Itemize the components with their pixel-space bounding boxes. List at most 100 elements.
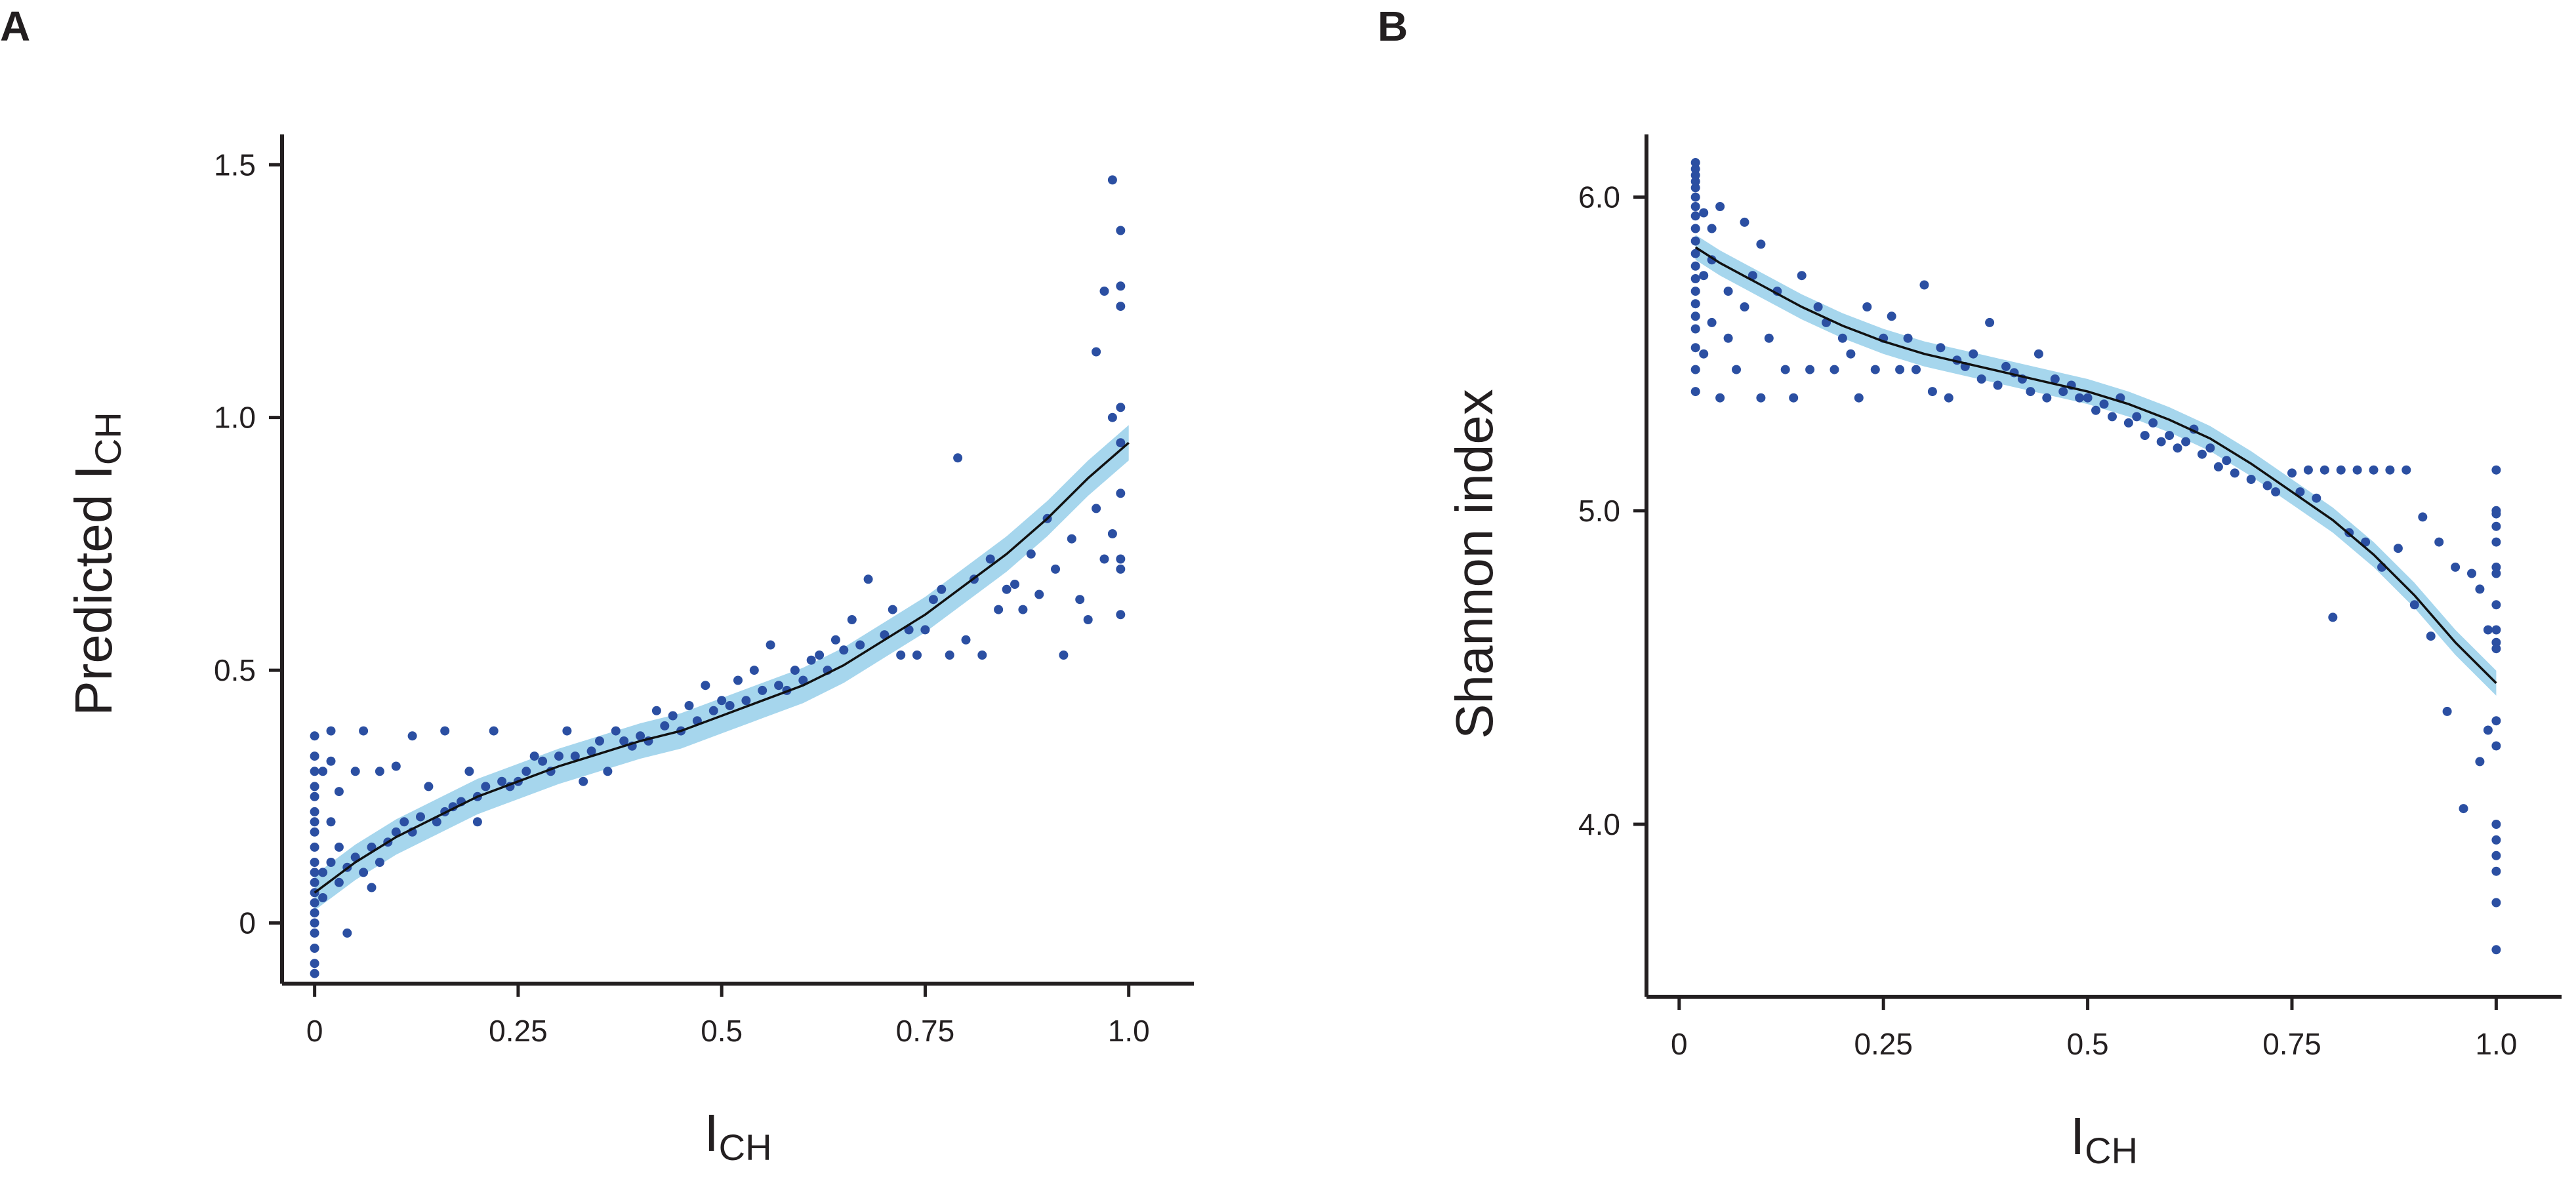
- panel-b-data-point: [1690, 249, 1700, 258]
- panel-a-data-point: [310, 842, 319, 852]
- panel-a-data-point: [839, 645, 849, 655]
- panel-a-data-point: [1092, 347, 1101, 357]
- panel-a-data-point: [318, 868, 328, 877]
- panel-a-x-tick-label: 0: [306, 1014, 323, 1048]
- panel-b-data-point: [2246, 475, 2256, 484]
- panel-a-data-point: [334, 787, 344, 797]
- panel-a-data-point: [586, 746, 596, 756]
- panel-a-data-point: [554, 751, 563, 761]
- panel-a-data-point: [1116, 610, 1126, 620]
- panel-a-data-point: [440, 726, 450, 736]
- panel-b-data-point: [1690, 164, 1700, 174]
- panel-b-data-point: [1813, 302, 1823, 311]
- panel-b-data-point: [1715, 202, 1725, 211]
- panel-a-data-point: [472, 817, 482, 827]
- panel-a-data-point: [375, 858, 384, 867]
- panel-b-data-point: [1723, 333, 1733, 343]
- panel-b-x-tick-label: 0: [1671, 1027, 1688, 1061]
- panel-a-data-point: [855, 640, 865, 650]
- panel-a-data-point: [310, 751, 319, 761]
- panel-a-data-point: [310, 731, 319, 741]
- panel-a-data-point: [1107, 175, 1117, 185]
- panel-a-data-point: [407, 731, 417, 741]
- panel-b-data-point: [2148, 418, 2158, 428]
- panel-a-data-point: [1099, 554, 1109, 564]
- panel-b-data-point: [1690, 192, 1700, 202]
- panel-b-data-point: [1789, 393, 1799, 403]
- panel-a-fit-line: [314, 441, 1130, 894]
- panel-a-data-point: [1116, 226, 1126, 235]
- panel-b-data-point: [1854, 393, 1864, 403]
- panel-a-data-point: [1116, 564, 1126, 574]
- panel-a-data-point: [367, 883, 377, 892]
- panel-b-data-point: [2230, 468, 2239, 478]
- panel-b-axes: [1645, 134, 2562, 999]
- panel-b-x-tick-label: 1.0: [2475, 1027, 2517, 1061]
- panel-b-ticks: 0 0.25 0.5 0.75 1.0 4.0 5.0 6.0: [1578, 180, 2517, 1061]
- panel-b-data-point: [1699, 271, 1709, 281]
- panel-b-data-point: [2393, 544, 2403, 553]
- panel-a-data-point: [310, 858, 319, 867]
- panel-b-data-point: [2140, 431, 2150, 441]
- panel-a-data-point: [953, 453, 963, 463]
- panel-b-data-point: [1756, 239, 1766, 249]
- panel-b-data-point: [2491, 625, 2501, 635]
- panel-a-data-point: [529, 751, 539, 761]
- panel-a-data-point: [847, 615, 857, 624]
- panel-b-data-point: [2475, 584, 2485, 594]
- panel-a-axes: [280, 134, 1194, 986]
- panel-a-data-point: [334, 877, 344, 887]
- panel-b-y-tick-label: 5.0: [1578, 494, 1620, 528]
- panel-a-data-point: [961, 635, 971, 645]
- panel-a-data-point: [1107, 529, 1117, 538]
- panel-a-data-point: [1026, 549, 1036, 559]
- panel-a-data-point: [399, 817, 409, 827]
- panel-b-data-point: [2320, 465, 2329, 475]
- panel-a-data-point: [937, 584, 947, 594]
- panel-b-data-point: [1690, 261, 1700, 271]
- panel-a-chart: A 0 0.25 0.5 0.75 1.0 0 0.5 1.0 1.5 ICH Predicte…: [0, 3, 1194, 1168]
- panel-b-data-point: [1690, 202, 1700, 211]
- panel-b-data-point: [1699, 349, 1709, 359]
- panel-a-data-point: [310, 877, 319, 887]
- panel-b-data-point: [2491, 716, 2501, 726]
- panel-a-data-point: [310, 969, 319, 978]
- panel-b-data-point: [1797, 271, 1807, 281]
- panel-a-data-point: [945, 651, 954, 660]
- panel-a-y-axis-title: Predicted ICH: [64, 412, 129, 715]
- panel-b-data-point: [2058, 387, 2068, 397]
- panel-b-data-point: [2303, 465, 2313, 475]
- panel-b-data-point: [2222, 456, 2232, 466]
- panel-b-data-point: [2132, 412, 2142, 422]
- panel-a-data-point: [416, 812, 425, 822]
- panel-b-data-point: [1723, 287, 1733, 296]
- panel-b-data-point: [2001, 361, 2011, 371]
- panel-b-data-point: [2491, 465, 2501, 475]
- panel-b-data-point: [1740, 302, 1749, 311]
- panel-b-data-point: [1919, 280, 1929, 290]
- panel-b-y-axis-title: Shannon index: [1445, 389, 1503, 739]
- panel-b-data-point: [1993, 380, 2003, 390]
- panel-a-letter: A: [0, 3, 30, 50]
- panel-a-data-point: [733, 675, 743, 685]
- panel-a-data-point: [684, 701, 694, 710]
- panel-a-data-point: [660, 721, 670, 731]
- panel-b-band: [1695, 235, 2497, 696]
- panel-b-data-point: [2442, 706, 2452, 716]
- panel-a-data-point: [310, 767, 319, 776]
- panel-a-data-point: [1002, 584, 1012, 594]
- panel-a-data-point: [1010, 580, 1019, 589]
- panel-a-data-point: [668, 711, 678, 721]
- panel-a-data-point: [1092, 504, 1101, 513]
- panel-a-data-point: [994, 605, 1004, 614]
- panel-a-data-point: [326, 817, 336, 827]
- panel-b-data-point: [1830, 365, 1839, 374]
- panel-a-data-point: [1116, 403, 1126, 412]
- panel-b-data-point: [1690, 343, 1700, 353]
- panel-a-y-tick-label: 1.0: [214, 401, 256, 435]
- panel-a-data-point: [497, 776, 507, 786]
- panel-a-data-point: [310, 898, 319, 908]
- panel-b-data-point: [2491, 835, 2501, 845]
- panel-a-data-point: [1116, 554, 1126, 564]
- panel-a-data-point: [391, 827, 401, 837]
